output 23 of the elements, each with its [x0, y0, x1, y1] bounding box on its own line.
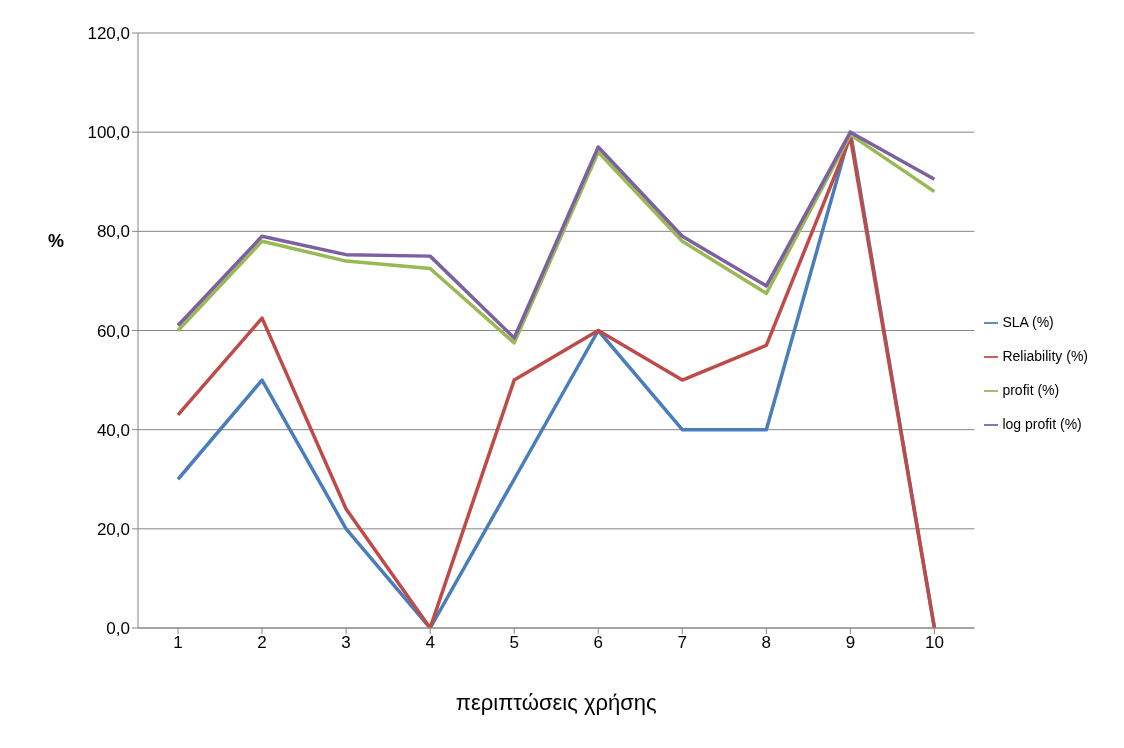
- y-tick-label: 0,0: [106, 619, 130, 639]
- legend-label: SLA (%): [1002, 314, 1054, 330]
- x-tick-label: 4: [425, 633, 435, 653]
- x-tick-label: 8: [761, 633, 772, 653]
- legend-label: profit (%): [1002, 382, 1060, 398]
- x-tick-label: 3: [341, 633, 351, 653]
- y-tick-label: 20,0: [96, 519, 130, 539]
- x-tick-label: 5: [509, 633, 519, 653]
- y-tick-label: 120,0: [87, 24, 130, 44]
- x-tick-label: 1: [173, 633, 183, 653]
- x-tick-label: 7: [677, 633, 688, 653]
- y-tick-label: 60,0: [96, 321, 130, 341]
- x-tick-label: 2: [257, 633, 267, 653]
- y-tick-label: 100,0: [87, 123, 130, 143]
- x-tick-label: 9: [845, 633, 856, 653]
- legend-label: Reliability (%): [1002, 348, 1088, 364]
- x-axis-title: περιπτώσεις χρήσης: [455, 690, 657, 715]
- y-tick-label: 80,0: [96, 222, 130, 242]
- y-axis-title: %: [48, 230, 65, 251]
- y-tick-label: 40,0: [96, 420, 130, 440]
- legend-label: log profit (%): [1002, 416, 1082, 432]
- x-tick-label: 10: [924, 633, 944, 653]
- x-tick-label: 6: [593, 633, 603, 653]
